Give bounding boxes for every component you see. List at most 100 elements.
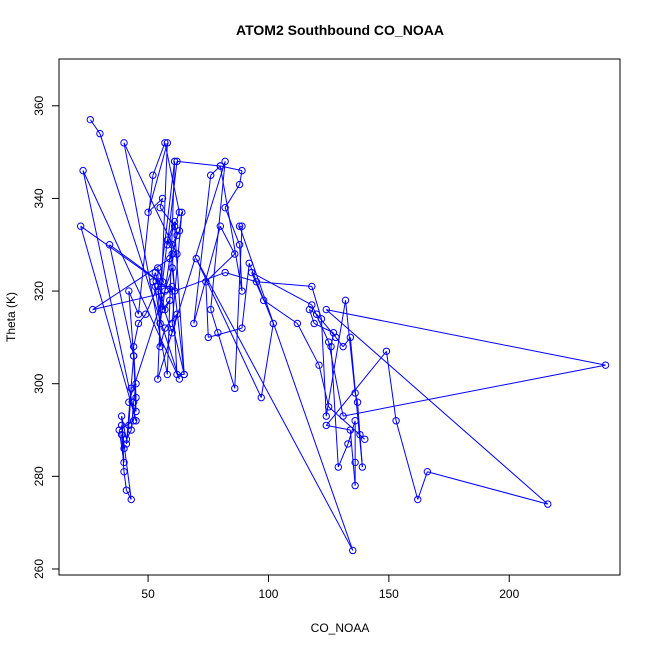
series-line-segment (195, 258, 354, 551)
chart-title: ATOM2 Southbound CO_NOAA (236, 22, 444, 38)
data-point (161, 305, 169, 314)
series-line-segment (171, 212, 183, 324)
data-point (168, 264, 176, 272)
data-point (235, 180, 244, 189)
data-point (173, 157, 181, 166)
data-point (132, 393, 140, 402)
data-point (312, 310, 321, 318)
series-line-segment (427, 471, 548, 505)
data-point (324, 403, 333, 411)
data-point (544, 500, 552, 508)
data-point (346, 426, 355, 434)
series-line-segment (219, 165, 243, 292)
y-tick-label: 360 (32, 95, 46, 115)
y-tick-label: 340 (32, 188, 46, 208)
series-line-segment (193, 175, 212, 324)
data-point (156, 319, 164, 328)
series-line-segment (109, 244, 161, 283)
data-point (324, 338, 333, 346)
series-line-segment (109, 244, 135, 357)
data-point (339, 342, 347, 351)
data-point (423, 468, 432, 476)
series-line-segment (133, 397, 137, 421)
data-point (86, 115, 95, 124)
series-line-segment (128, 291, 135, 356)
series-line-segment (349, 429, 356, 486)
series-line-segment (320, 318, 327, 417)
data-point (158, 194, 167, 203)
series-line-segment (210, 165, 221, 176)
data-point (168, 329, 176, 337)
data-point (173, 310, 181, 318)
series-line-segment (147, 142, 168, 213)
data-point (158, 278, 167, 286)
series-line-segment (263, 299, 298, 324)
data-point (168, 319, 176, 328)
data-point (132, 417, 140, 425)
data-point (170, 222, 179, 230)
y-tick-label: 280 (32, 466, 46, 486)
series-line-segment (125, 429, 132, 440)
data-point (105, 241, 114, 249)
series-line-segment (154, 272, 166, 310)
series-line-segment (234, 226, 243, 389)
x-tick-label: 150 (379, 587, 399, 601)
data-point (76, 222, 85, 230)
data-point (238, 287, 246, 295)
series-line-segment (176, 160, 221, 167)
data-point (361, 435, 369, 443)
data-point (247, 268, 256, 277)
x-axis-label: CO_NOAA (311, 621, 370, 635)
series-line-segment (171, 230, 180, 245)
data-point (125, 398, 133, 406)
series-line-segment (343, 364, 606, 417)
data-point (134, 310, 143, 318)
data-point (149, 171, 157, 179)
data-point (339, 412, 347, 420)
series-line-segment (239, 244, 243, 292)
data-point (204, 333, 212, 342)
data-point (122, 440, 131, 448)
series-line-segment (256, 281, 312, 287)
series-line-segment (357, 402, 361, 435)
data-point (163, 241, 172, 249)
data-point (151, 268, 160, 277)
data-point (392, 417, 400, 425)
series-line-segment (138, 313, 147, 324)
data-point (221, 203, 229, 212)
y-axis: 260 280 300 320 340 360 (32, 95, 60, 579)
series-line-segment (251, 272, 313, 306)
series-line-segment (89, 119, 101, 134)
data-point (305, 305, 314, 314)
data-point (163, 139, 172, 147)
series-line-segment (239, 170, 243, 185)
data-point (170, 157, 179, 166)
data-point (308, 282, 316, 291)
data-point (334, 463, 342, 471)
data-point (120, 458, 128, 467)
series-line-segment (330, 346, 339, 468)
series-line-segment (157, 267, 164, 282)
data-point (322, 421, 330, 430)
data-point (122, 435, 131, 443)
data-point (132, 380, 140, 388)
data-point (221, 157, 229, 166)
data-point (351, 481, 359, 490)
data-point (125, 421, 133, 430)
data-point (327, 342, 335, 351)
data-point (154, 264, 162, 272)
data-point (173, 231, 181, 240)
data-point (166, 254, 174, 263)
series-line-segment (325, 309, 549, 505)
data-point (178, 208, 186, 217)
series-line-segment (157, 142, 168, 380)
data-point (315, 361, 323, 369)
data-point (332, 333, 340, 342)
data-point (161, 287, 169, 295)
data-point (127, 426, 135, 434)
data-point (129, 417, 138, 425)
series-line-segment (210, 309, 219, 333)
data-point (161, 324, 169, 332)
series-line-segment (125, 490, 132, 500)
data-point (163, 236, 172, 244)
